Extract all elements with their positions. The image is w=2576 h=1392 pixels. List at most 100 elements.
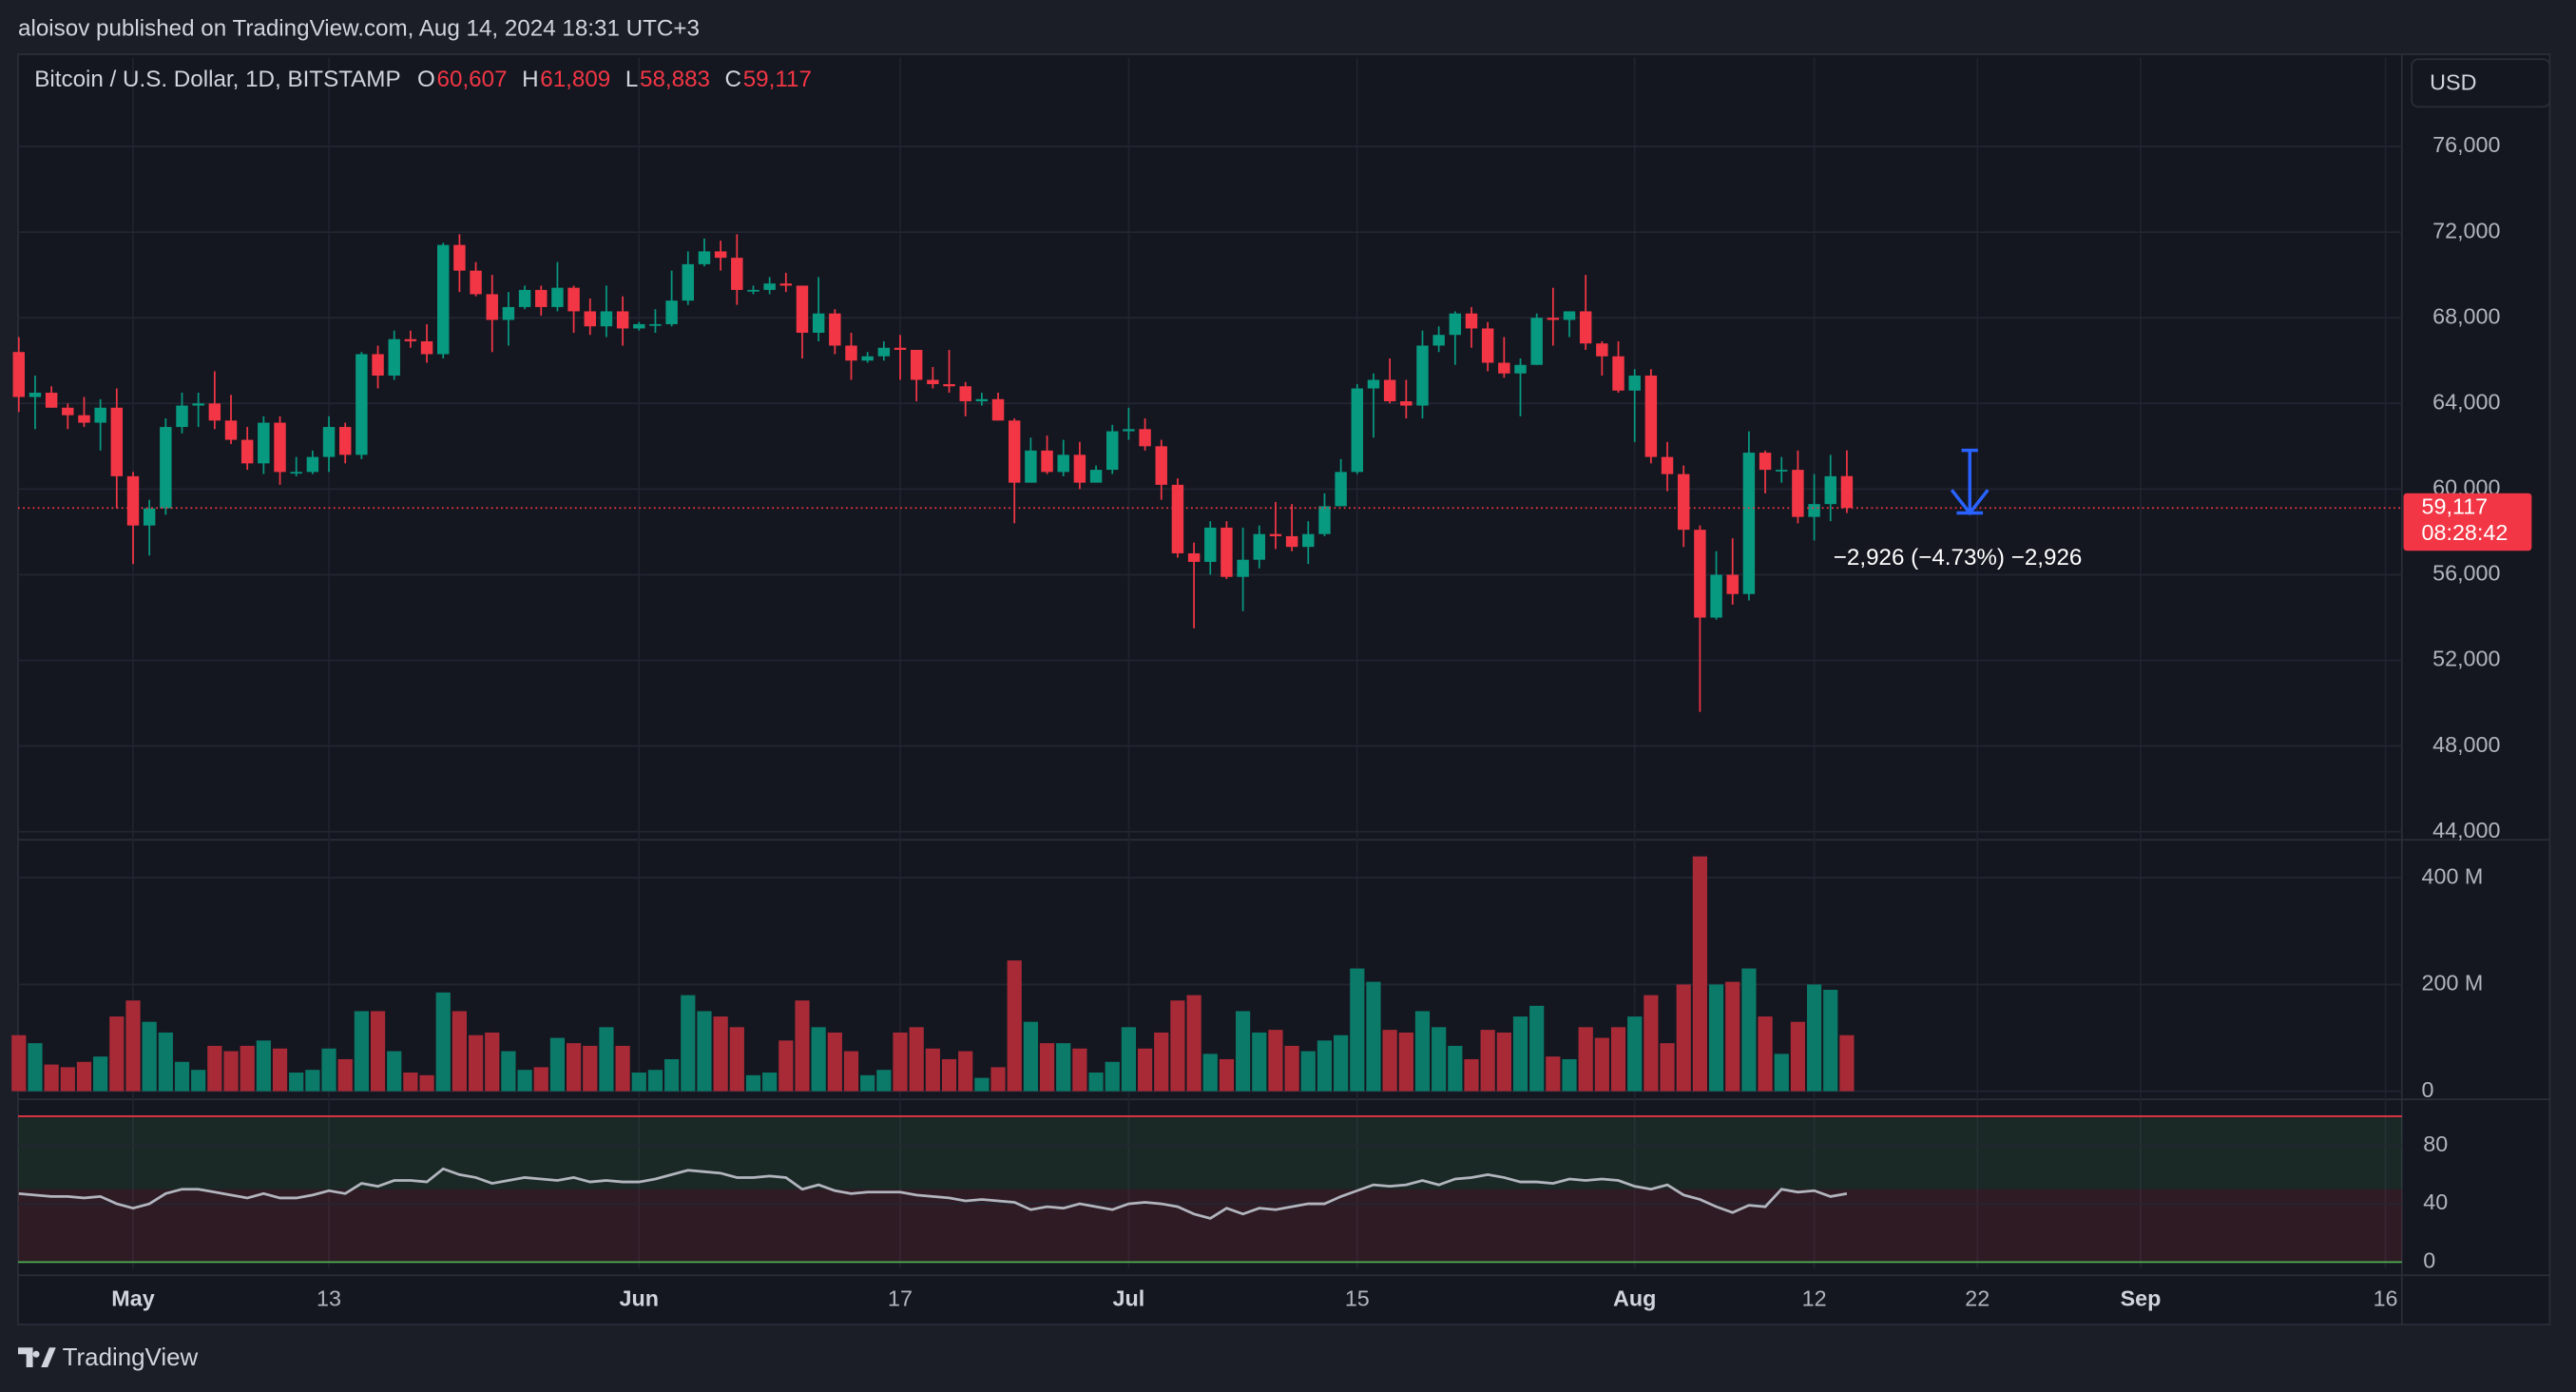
volume-bar bbox=[549, 1037, 566, 1092]
candle-body bbox=[1057, 454, 1069, 473]
volume-bar bbox=[1725, 981, 1740, 1092]
x-tick-label: 15 bbox=[1345, 1286, 1370, 1310]
candle-body bbox=[877, 347, 891, 357]
volume-bar bbox=[337, 1058, 353, 1092]
candle-body bbox=[1253, 533, 1265, 560]
candle-body bbox=[1139, 429, 1151, 447]
candle-body bbox=[176, 405, 188, 428]
legend-key: H bbox=[522, 67, 538, 92]
candle-body bbox=[356, 354, 368, 455]
candle-body bbox=[1269, 533, 1282, 536]
volume-bar bbox=[1056, 1043, 1071, 1092]
x-tick-label: Jul bbox=[1113, 1286, 1145, 1310]
volume-bar bbox=[1186, 995, 1201, 1092]
candle-body bbox=[682, 263, 695, 301]
volume-bar bbox=[1480, 1030, 1495, 1092]
volume-bar bbox=[1512, 1016, 1528, 1092]
candle-body bbox=[1596, 343, 1608, 357]
volume-bar bbox=[1137, 1048, 1153, 1092]
volume-bar bbox=[272, 1048, 288, 1092]
candle-body bbox=[1302, 533, 1315, 548]
candle-body bbox=[12, 352, 26, 397]
volume-bar bbox=[681, 995, 696, 1092]
candle-body bbox=[502, 306, 515, 320]
volume-bar bbox=[1334, 1034, 1349, 1092]
volume-bar bbox=[1758, 1016, 1773, 1092]
volume-bar bbox=[1170, 1000, 1185, 1092]
candle-body bbox=[306, 456, 319, 473]
x-tick-label: Aug bbox=[1613, 1286, 1656, 1310]
candle-body bbox=[470, 270, 482, 295]
volume-bar bbox=[223, 1051, 239, 1092]
volume-bar bbox=[1496, 1032, 1511, 1092]
volume-bar bbox=[1382, 1030, 1397, 1092]
candle-body bbox=[584, 311, 596, 327]
x-tick-label: 12 bbox=[1802, 1286, 1827, 1310]
footer-logo bbox=[18, 1347, 56, 1368]
volume-bar bbox=[1823, 990, 1838, 1092]
volume-bar bbox=[583, 1045, 598, 1092]
plot: May 13 Jun 17 Jul 15 Aug 12 22 Sep 16 44,000 48,000 5… bbox=[11, 54, 2550, 1325]
candle-body bbox=[1840, 475, 1854, 509]
legend-key: L bbox=[625, 67, 638, 92]
candle-body bbox=[600, 311, 613, 327]
rsi-band-upper bbox=[18, 1116, 2402, 1189]
candle-body bbox=[1351, 388, 1364, 473]
candle-body bbox=[698, 251, 711, 264]
volume-bar bbox=[1154, 1032, 1169, 1092]
candle-body bbox=[45, 393, 58, 408]
volume-bar bbox=[615, 1045, 630, 1092]
volume-bar bbox=[158, 1032, 173, 1092]
candle-body bbox=[62, 407, 74, 416]
legend-value: 59,117 bbox=[743, 67, 812, 92]
y-tick-label: 56,000 bbox=[2432, 561, 2500, 586]
volume-bar bbox=[1072, 1048, 1087, 1092]
volume-bar bbox=[1627, 1016, 1643, 1092]
candle-body bbox=[1824, 475, 1836, 505]
candle-body bbox=[1742, 453, 1756, 594]
x-tick-label: 22 bbox=[1965, 1286, 1990, 1310]
candle-body bbox=[338, 427, 352, 455]
rsi-band-lower bbox=[18, 1189, 2402, 1263]
volume-bar bbox=[289, 1073, 304, 1092]
volume-bar bbox=[452, 1011, 468, 1092]
candle-body bbox=[927, 379, 939, 385]
last-price-box bbox=[2403, 493, 2532, 551]
candle-body bbox=[1677, 474, 1690, 531]
volume-bar bbox=[1464, 1058, 1479, 1092]
candle-body bbox=[192, 403, 204, 406]
publisher-line: aloisov published on TradingView.com, Au… bbox=[18, 16, 700, 42]
volume-bar bbox=[321, 1048, 336, 1092]
candle-body bbox=[1318, 506, 1331, 534]
candle-body bbox=[567, 287, 580, 312]
candle-body bbox=[1514, 364, 1527, 374]
currency[interactable]: USD bbox=[2430, 69, 2476, 94]
x-tick-label: Sep bbox=[2121, 1286, 2162, 1310]
volume-bar bbox=[1398, 1032, 1413, 1092]
volume-bar bbox=[1448, 1045, 1463, 1092]
candle-body bbox=[616, 311, 629, 329]
volume-bar bbox=[599, 1027, 614, 1092]
volume-bar bbox=[1300, 1051, 1316, 1092]
candle-body bbox=[1481, 328, 1494, 363]
chart-title: Bitcoin / U.S. Dollar, 1D, BITSTAMP bbox=[34, 67, 400, 92]
candle-body bbox=[274, 422, 286, 473]
candle-body bbox=[1547, 318, 1560, 320]
candle-body bbox=[1171, 484, 1184, 553]
y-tick-label: 40 bbox=[2423, 1189, 2448, 1214]
candle-body bbox=[258, 422, 270, 464]
candle-body bbox=[731, 258, 743, 290]
candle-body bbox=[1089, 470, 1103, 483]
volume-bar bbox=[713, 1016, 728, 1092]
candle-body bbox=[1383, 379, 1396, 402]
candle-body bbox=[1612, 356, 1624, 391]
candle-body bbox=[714, 251, 727, 259]
volume-bar bbox=[1708, 984, 1724, 1092]
volume-bar bbox=[664, 1058, 680, 1092]
currency-box[interactable] bbox=[2411, 58, 2551, 108]
volume-bar bbox=[485, 1032, 500, 1092]
candle-body bbox=[518, 289, 531, 307]
y-tick-label: 72,000 bbox=[2432, 218, 2500, 242]
volume-bar bbox=[779, 1040, 794, 1092]
